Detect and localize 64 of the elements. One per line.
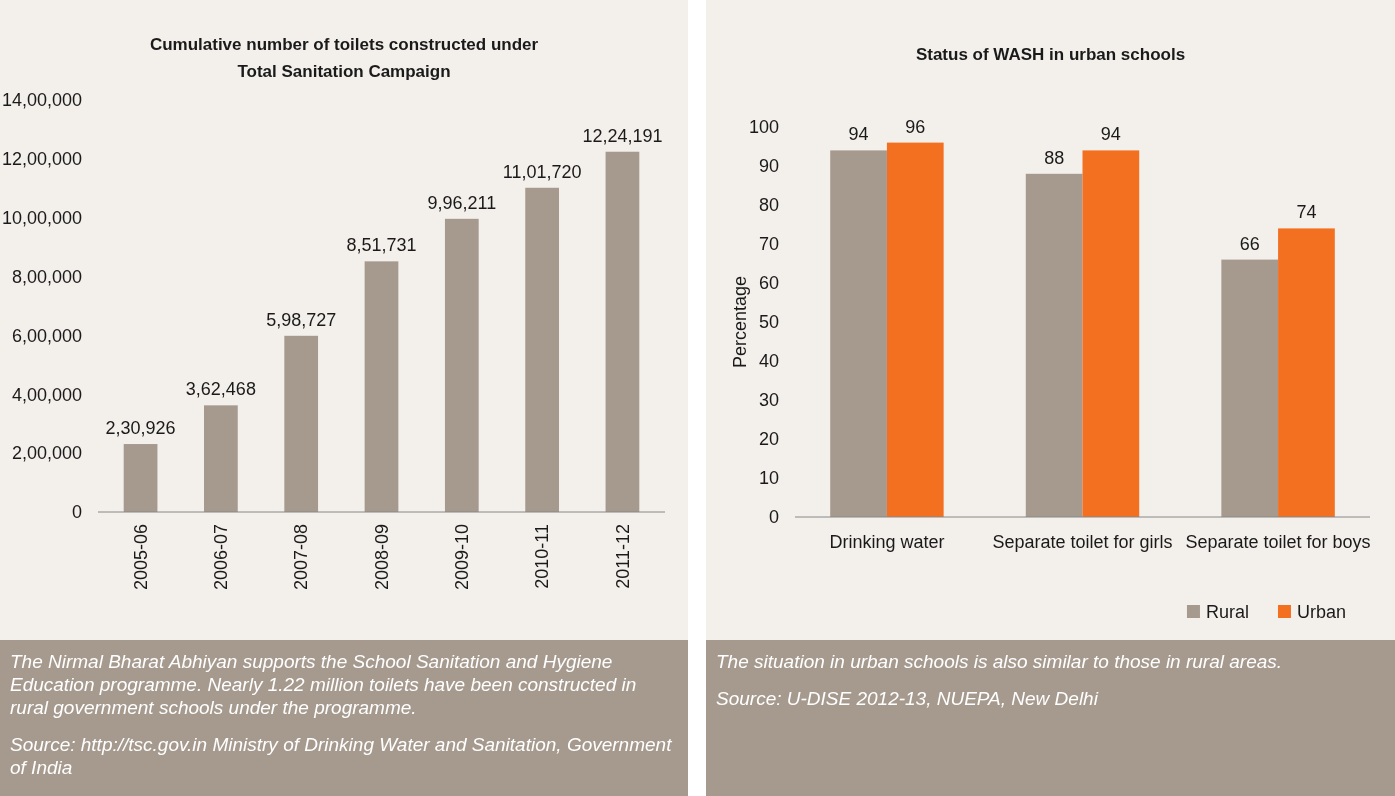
y-tick-label: 20 (758, 429, 779, 450)
chart-title: Status of WASH in urban schools (915, 45, 1186, 64)
x-tick-label: 2011-12 (612, 524, 633, 589)
text: The Nirmal Bharat Abhiyan supports the School Sanitation and Hygiene Education programme. Nearly 1.22 million toilets have been constructed in rural government schools under the programme. (10, 651, 637, 718)
bar (605, 151, 640, 512)
data-label: 74 (1296, 202, 1317, 223)
bar (525, 187, 559, 512)
bar (1082, 150, 1140, 517)
y-tick-label: 70 (758, 234, 779, 255)
data-label: 88 (1044, 147, 1065, 168)
x-tick-label: Separate toilet for girls (992, 532, 1173, 552)
text: The situation in urban schools is also similar to those in rural areas. (716, 651, 1283, 672)
x-tick-label: 2007-08 (291, 524, 312, 591)
y-tick-label: 50 (758, 312, 779, 333)
legend-label: Urban (1296, 602, 1347, 622)
data-label: 11,01,720 (502, 161, 582, 182)
source-note: Source: http://tsc.gov.in Ministry of Drinking Water and Sanitation, Government of India (10, 734, 673, 778)
bar (444, 218, 479, 512)
bar (364, 261, 399, 512)
data-label: 96 (905, 116, 926, 137)
y-tick-label: 12,00,000 (1, 149, 82, 170)
data-label: 3,62,468 (185, 379, 256, 400)
x-tick-label: 2006-07 (211, 524, 232, 591)
y-tick-label: 14,00,000 (1, 90, 82, 111)
y-tick-label: 4,00,000 (11, 384, 82, 405)
y-tick-label: 10,00,000 (1, 208, 82, 229)
bar (1221, 259, 1279, 517)
x-tick-label: Drinking water (829, 532, 945, 552)
bar (830, 150, 887, 517)
y-tick-label: 6,00,000 (11, 325, 82, 346)
y-tick-label: 90 (758, 156, 779, 177)
x-tick-label: 2005-06 (130, 524, 151, 591)
x-tick-label: 2010-11 (532, 524, 553, 589)
data-label: 2,30,926 (105, 418, 176, 439)
y-tick-label: 100 (748, 117, 779, 138)
y-axis-title: Percentage (730, 275, 751, 369)
legend-label: Rural (1205, 602, 1249, 622)
chart-title: Cumulative number of toilets constructed under Total Sanitation Campaign (149, 35, 539, 81)
y-tick-label: 30 (758, 390, 779, 411)
data-label: 9,96,211 (427, 192, 497, 213)
data-label: 94 (1100, 124, 1121, 145)
bar (1278, 228, 1335, 517)
x-tick-label: 2009-10 (452, 524, 473, 591)
y-tick-label: 40 (758, 351, 779, 372)
y-tick-label: 10 (758, 468, 779, 489)
bar (123, 444, 158, 512)
y-tick-label: 2,00,000 (11, 443, 82, 464)
y-tick-label: 0 (71, 502, 82, 523)
bar (1025, 173, 1083, 517)
y-tick-label: 60 (758, 273, 779, 294)
y-tick-label: 8,00,000 (11, 266, 82, 287)
data-label: 8,51,731 (346, 235, 417, 256)
bar (284, 335, 319, 512)
x-tick-label: 2008-09 (371, 524, 392, 591)
y-tick-label: 80 (758, 195, 779, 216)
x-tick-label: Separate toilet for boys (1185, 532, 1371, 552)
bar (204, 405, 238, 512)
y-tick-label: 0 (768, 507, 779, 528)
data-label: 5,98,727 (266, 309, 337, 330)
source-note: Source: U-DISE 2012-13, NUEPA, New Delhi (716, 688, 1099, 709)
data-label: 66 (1239, 233, 1260, 254)
bar (886, 142, 944, 517)
data-label: 12,24,191 (582, 125, 663, 146)
data-label: 94 (848, 124, 869, 145)
